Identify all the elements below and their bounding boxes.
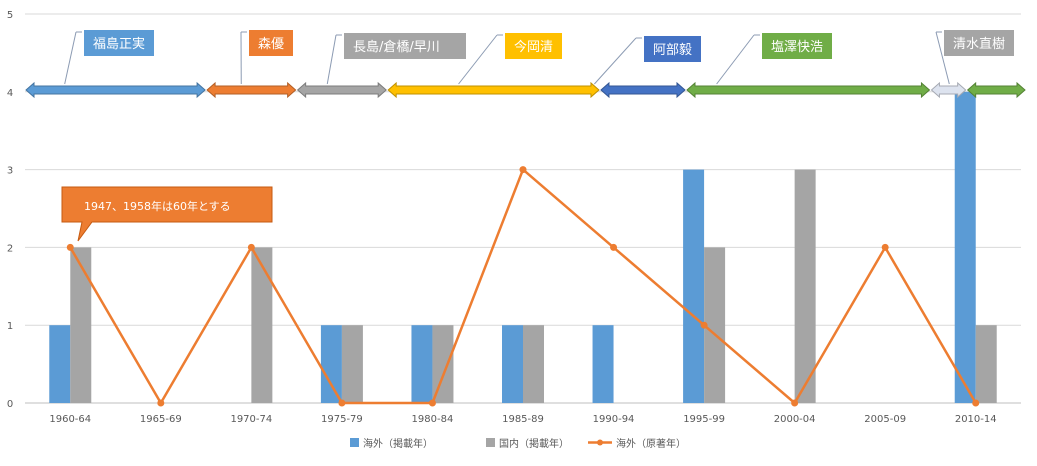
line-point	[66, 243, 74, 251]
bar	[341, 325, 363, 403]
era-arrow	[686, 81, 931, 99]
bar	[49, 325, 71, 403]
era-label-box	[84, 30, 154, 56]
annotation-text: 1947、1958年は60年とする	[84, 199, 231, 213]
era-arrow	[600, 81, 686, 99]
bar	[251, 247, 273, 403]
era-leader	[326, 34, 337, 85]
line-series	[66, 166, 980, 407]
x-tick-label: 2005-09	[864, 414, 906, 425]
line-point	[157, 399, 165, 407]
bar	[683, 169, 705, 403]
y-tick-label: 5	[7, 10, 13, 21]
bar	[975, 325, 997, 403]
era-label-box	[762, 33, 832, 59]
annotation-callout: 1947、1958年は60年とする	[61, 186, 273, 242]
x-tick-label: 1980-84	[412, 414, 454, 425]
legend[interactable]: 海外（掲載年） 国内（掲載年） 海外（原著年）	[350, 437, 686, 450]
x-tick-label: 2010-14	[955, 414, 997, 425]
y-axis: 0 1 2 3 4 5	[7, 10, 13, 410]
bar	[502, 325, 523, 403]
bar	[320, 325, 342, 403]
era-leader	[716, 34, 755, 85]
bar	[70, 247, 92, 403]
line-point	[881, 243, 889, 251]
era-label-box	[644, 36, 701, 62]
era-label: 清水直樹	[953, 37, 1005, 52]
era-arrow	[25, 81, 206, 99]
era-label-box	[944, 30, 1014, 56]
x-tick-label: 1970-74	[230, 414, 272, 425]
bar	[523, 325, 544, 403]
bar	[411, 325, 433, 403]
era-arrow	[930, 81, 967, 99]
legend-label: 海外（原著年）	[616, 437, 686, 450]
line-point	[610, 243, 618, 251]
line-point	[700, 321, 708, 329]
line-point	[519, 166, 527, 174]
legend-label: 国内（掲載年）	[499, 437, 569, 450]
y-tick-label: 3	[7, 166, 13, 177]
y-tick-label: 1	[7, 321, 13, 332]
x-tick-label: 1960-64	[49, 414, 91, 425]
era-label: 長島/倉橋/早川	[353, 40, 440, 55]
era-leader	[458, 34, 498, 85]
x-tick-label: 1985-89	[502, 414, 544, 425]
y-tick-label: 0	[7, 399, 13, 410]
era-label: 塩澤快浩	[771, 40, 823, 55]
bar	[794, 169, 816, 403]
era-leader	[64, 31, 77, 85]
x-tick-label: 1975-79	[321, 414, 363, 425]
bar	[592, 325, 614, 403]
legend-item-domestic-pub[interactable]: 国内（掲載年）	[486, 437, 569, 450]
x-tick-label: 1995-99	[683, 414, 725, 425]
x-tick-label: 1965-69	[140, 414, 182, 425]
era-label: 森優	[258, 37, 284, 52]
legend-label: 海外（掲載年）	[363, 437, 433, 450]
line-point	[338, 399, 346, 407]
y-tick-label: 2	[7, 243, 13, 254]
x-axis: 1960-64 1965-69 1970-74 1975-79 1980-84 1985-…	[49, 414, 996, 425]
bars	[49, 91, 997, 404]
y-tick-label: 4	[7, 88, 13, 99]
era-label: 今岡清	[514, 39, 553, 55]
legend-item-overseas-pub[interactable]: 海外（掲載年）	[350, 437, 433, 450]
line-point	[247, 243, 255, 251]
legend-swatch	[350, 438, 359, 447]
era-arrow	[296, 81, 387, 99]
era-label: 阿部毅	[653, 42, 692, 58]
era-leader	[594, 37, 637, 85]
era-arrow	[387, 81, 600, 99]
line-point	[972, 399, 980, 407]
bar	[432, 325, 454, 403]
line-point	[428, 399, 436, 407]
era-arrow	[966, 81, 1026, 99]
era-leader	[935, 31, 950, 85]
era-label: 福島正実	[93, 36, 145, 52]
legend-item-overseas-orig[interactable]: 海外（原著年）	[588, 437, 686, 450]
x-tick-label: 2000-04	[774, 414, 816, 425]
line-point	[791, 399, 799, 407]
legend-marker	[597, 439, 603, 446]
era-arrow	[206, 81, 297, 99]
bar	[704, 247, 726, 403]
era-timeline: 福島正実 森優 長島/倉橋/早川 今岡清 阿部毅 塩澤快浩 清水直樹	[25, 30, 1026, 99]
era-label-box	[249, 30, 293, 56]
x-tick-label: 1990-94	[593, 414, 635, 425]
era-label-box	[505, 33, 562, 59]
legend-swatch	[486, 438, 495, 447]
era-label-box	[344, 33, 466, 59]
bar	[954, 91, 976, 404]
